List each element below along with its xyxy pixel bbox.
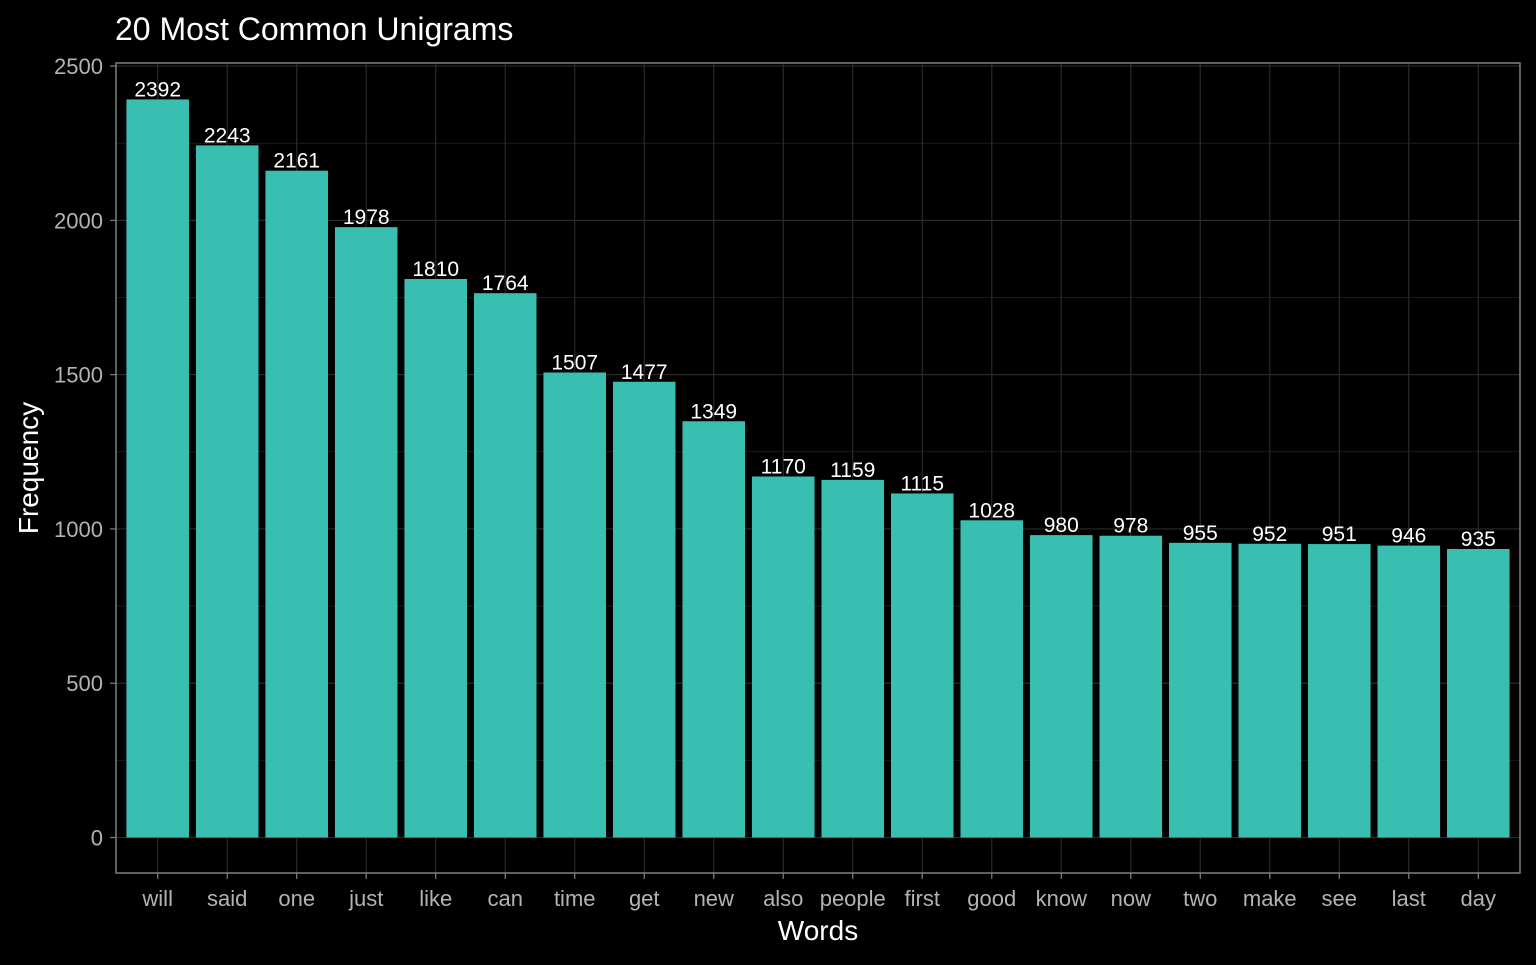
x-tick-label-can: can (487, 886, 522, 911)
y-tick-label: 500 (66, 671, 103, 696)
data-label-first: 1115 (900, 472, 944, 495)
data-label-two: 955 (1183, 522, 1218, 545)
x-tick-label-will: will (141, 886, 173, 911)
x-tick-label-get: get (629, 886, 660, 911)
x-tick-label-like: like (419, 886, 452, 911)
x-tick-label-day: day (1461, 886, 1496, 911)
y-tick-label: 1000 (54, 517, 103, 542)
x-tick-label-know: know (1036, 886, 1087, 911)
bars-layer (126, 99, 1510, 838)
x-tick-label-see: see (1322, 886, 1357, 911)
data-label-get: 1477 (621, 361, 668, 384)
x-tick-label-first: first (905, 886, 940, 911)
y-tick-label: 2500 (54, 54, 103, 79)
x-tick-label-now: now (1111, 886, 1151, 911)
bar-new (682, 421, 746, 838)
bar-last (1377, 545, 1441, 838)
bar-first (890, 493, 954, 838)
data-label-people: 1159 (830, 459, 875, 482)
data-label-see: 951 (1322, 523, 1357, 546)
plot-panel-border (115, 62, 1521, 874)
data-label-can: 1764 (482, 272, 529, 295)
bar-will (126, 99, 189, 838)
x-tick-label-just: just (348, 886, 383, 911)
x-tick-label-said: said (207, 886, 247, 911)
data-label-also: 1170 (761, 455, 806, 478)
x-tick-label-new: new (694, 886, 734, 911)
data-label-like: 1810 (412, 258, 459, 281)
data-labels-layer: 2392 2243 2161 1978 1810 1764 1507 1477 1349 1170… (134, 78, 1495, 551)
bar-good (960, 520, 1024, 838)
data-label-know: 980 (1044, 514, 1079, 537)
chart-title: 20 Most Common Unigrams (115, 11, 513, 47)
data-label-time: 1507 (551, 351, 598, 374)
bar-people (821, 479, 885, 838)
y-tick-label: 2000 (54, 208, 103, 233)
bar-said (195, 145, 259, 838)
bar-make (1238, 543, 1302, 838)
data-label-will: 2392 (134, 78, 181, 101)
data-label-said: 2243 (204, 124, 251, 147)
bar-see (1308, 544, 1371, 838)
data-label-now: 978 (1113, 515, 1148, 538)
x-axis-title: Words (778, 915, 858, 946)
data-label-one: 2161 (273, 150, 320, 173)
data-label-just: 1978 (343, 206, 390, 229)
y-axis-title: Frequency (13, 402, 44, 534)
x-tick-label-last: last (1392, 886, 1426, 911)
x-tick-label-also: also (763, 886, 803, 911)
bar-can (473, 293, 537, 838)
x-axis: will said one just like can time get new also peop… (141, 873, 1496, 911)
x-tick-label-people: people (820, 886, 886, 911)
bar-like (404, 279, 467, 838)
data-label-day: 935 (1461, 528, 1496, 551)
y-tick-label: 0 (91, 826, 103, 851)
bar-also (751, 476, 815, 838)
data-label-last: 946 (1391, 525, 1426, 548)
y-axis: 0 500 1000 1500 2000 2500 (54, 54, 116, 851)
y-tick-label: 1500 (54, 363, 103, 388)
bar-get (612, 381, 676, 838)
x-tick-label-make: make (1243, 886, 1297, 911)
data-label-make: 952 (1252, 523, 1287, 546)
bar-time (543, 372, 607, 838)
bar-one (265, 170, 328, 838)
x-tick-label-two: two (1183, 886, 1217, 911)
x-tick-label-one: one (278, 886, 315, 911)
bar-know (1029, 535, 1093, 838)
bar-day (1447, 549, 1510, 838)
x-tick-label-good: good (967, 886, 1016, 911)
bar-just (334, 227, 398, 838)
bar-now (1099, 535, 1163, 838)
bar-two (1169, 542, 1232, 838)
data-label-new: 1349 (690, 400, 737, 423)
x-tick-label-time: time (554, 886, 596, 911)
data-label-good: 1028 (968, 499, 1015, 522)
